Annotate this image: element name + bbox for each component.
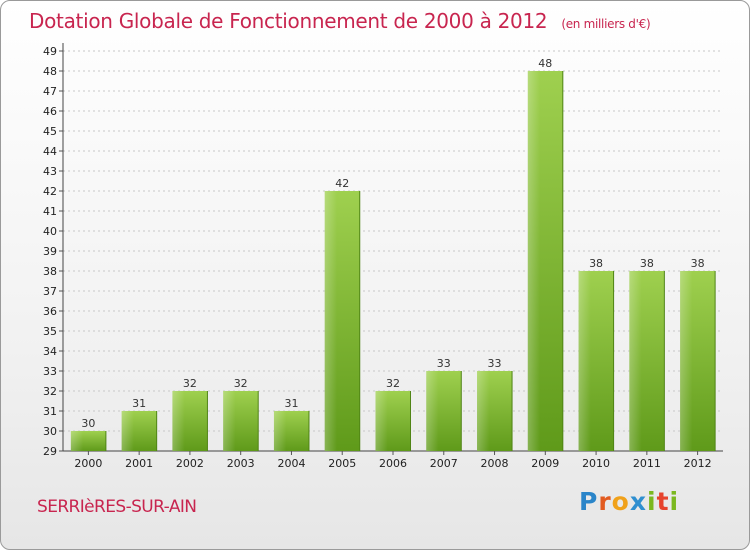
- bar-highlight: [680, 271, 693, 451]
- y-tick-label: 44: [43, 145, 57, 158]
- bar-highlight: [273, 411, 287, 451]
- logo-letter: t: [656, 487, 670, 516]
- x-tick-label: 2000: [74, 457, 102, 470]
- bar-highlight: [578, 271, 591, 451]
- y-tick-label: 35: [43, 325, 57, 338]
- x-tick-label: 2009: [531, 457, 559, 470]
- y-tick-label: 30: [43, 425, 57, 438]
- logo-letter: i: [647, 487, 657, 516]
- chart-subtitle: (en milliers d'€): [561, 17, 651, 31]
- x-tick-label: 2012: [684, 457, 712, 470]
- data-label: 33: [437, 357, 451, 370]
- bar-highlight: [375, 391, 388, 451]
- logo-letter: r: [598, 487, 612, 516]
- bar-highlight: [527, 71, 541, 451]
- y-tick-label: 29: [43, 445, 57, 458]
- y-tick-label: 38: [43, 265, 57, 278]
- y-tick-label: 43: [43, 165, 57, 178]
- x-tick-label: 2010: [582, 457, 610, 470]
- data-label: 32: [386, 377, 400, 390]
- y-tick-label: 49: [43, 45, 57, 58]
- x-tick-label: 2006: [379, 457, 407, 470]
- y-tick-label: 48: [43, 65, 57, 78]
- x-tick-label: 2001: [125, 457, 153, 470]
- data-label: 38: [589, 257, 603, 270]
- data-label: 48: [538, 57, 552, 70]
- y-tick-label: 31: [43, 405, 57, 418]
- bar-highlight: [70, 431, 84, 451]
- bar-highlight: [172, 391, 185, 451]
- x-tick-label: 2003: [227, 457, 255, 470]
- bar-highlight: [477, 371, 490, 451]
- y-tick-label: 37: [43, 285, 57, 298]
- y-tick-label: 32: [43, 385, 57, 398]
- x-tick-label: 2004: [277, 457, 305, 470]
- data-label: 31: [284, 397, 298, 410]
- logo-letter: o: [611, 487, 630, 516]
- logo-letter: x: [629, 487, 647, 516]
- y-tick-label: 46: [43, 105, 57, 118]
- y-tick-label: 34: [43, 345, 57, 358]
- y-tick-label: 41: [43, 205, 57, 218]
- chart-title: Dotation Globale de Fonctionnement de 20…: [29, 9, 651, 33]
- data-label: 33: [488, 357, 502, 370]
- logo-letter: i: [669, 487, 680, 516]
- x-tick-label: 2011: [633, 457, 661, 470]
- y-tick-label: 33: [43, 365, 57, 378]
- x-tick-label: 2002: [176, 457, 204, 470]
- y-tick-label: 45: [43, 125, 57, 138]
- data-label: 31: [132, 397, 146, 410]
- y-tick-label: 40: [43, 225, 57, 238]
- data-label: 38: [640, 257, 654, 270]
- data-label: 30: [81, 417, 95, 430]
- bar-highlight: [426, 371, 439, 451]
- y-tick-label: 42: [43, 185, 57, 198]
- x-tick-label: 2008: [481, 457, 509, 470]
- data-label: 38: [691, 257, 705, 270]
- y-tick-label: 36: [43, 305, 57, 318]
- data-label: 32: [183, 377, 197, 390]
- x-tick-label: 2005: [328, 457, 356, 470]
- chart-title-text: Dotation Globale de Fonctionnement de 20…: [29, 9, 548, 33]
- y-tick-label: 39: [43, 245, 57, 258]
- y-tick-label: 47: [43, 85, 57, 98]
- bar-highlight: [223, 391, 236, 451]
- proxiti-logo: Proxiti: [579, 487, 679, 516]
- logo-letter: P: [579, 487, 599, 516]
- data-label: 42: [335, 177, 349, 190]
- data-label: 32: [234, 377, 248, 390]
- bar-highlight: [121, 411, 134, 451]
- bar-highlight: [629, 271, 642, 451]
- location-name: SERRIèRES-SUR-AIN: [37, 497, 197, 517]
- bar-highlight: [324, 191, 337, 451]
- x-tick-label: 2007: [430, 457, 458, 470]
